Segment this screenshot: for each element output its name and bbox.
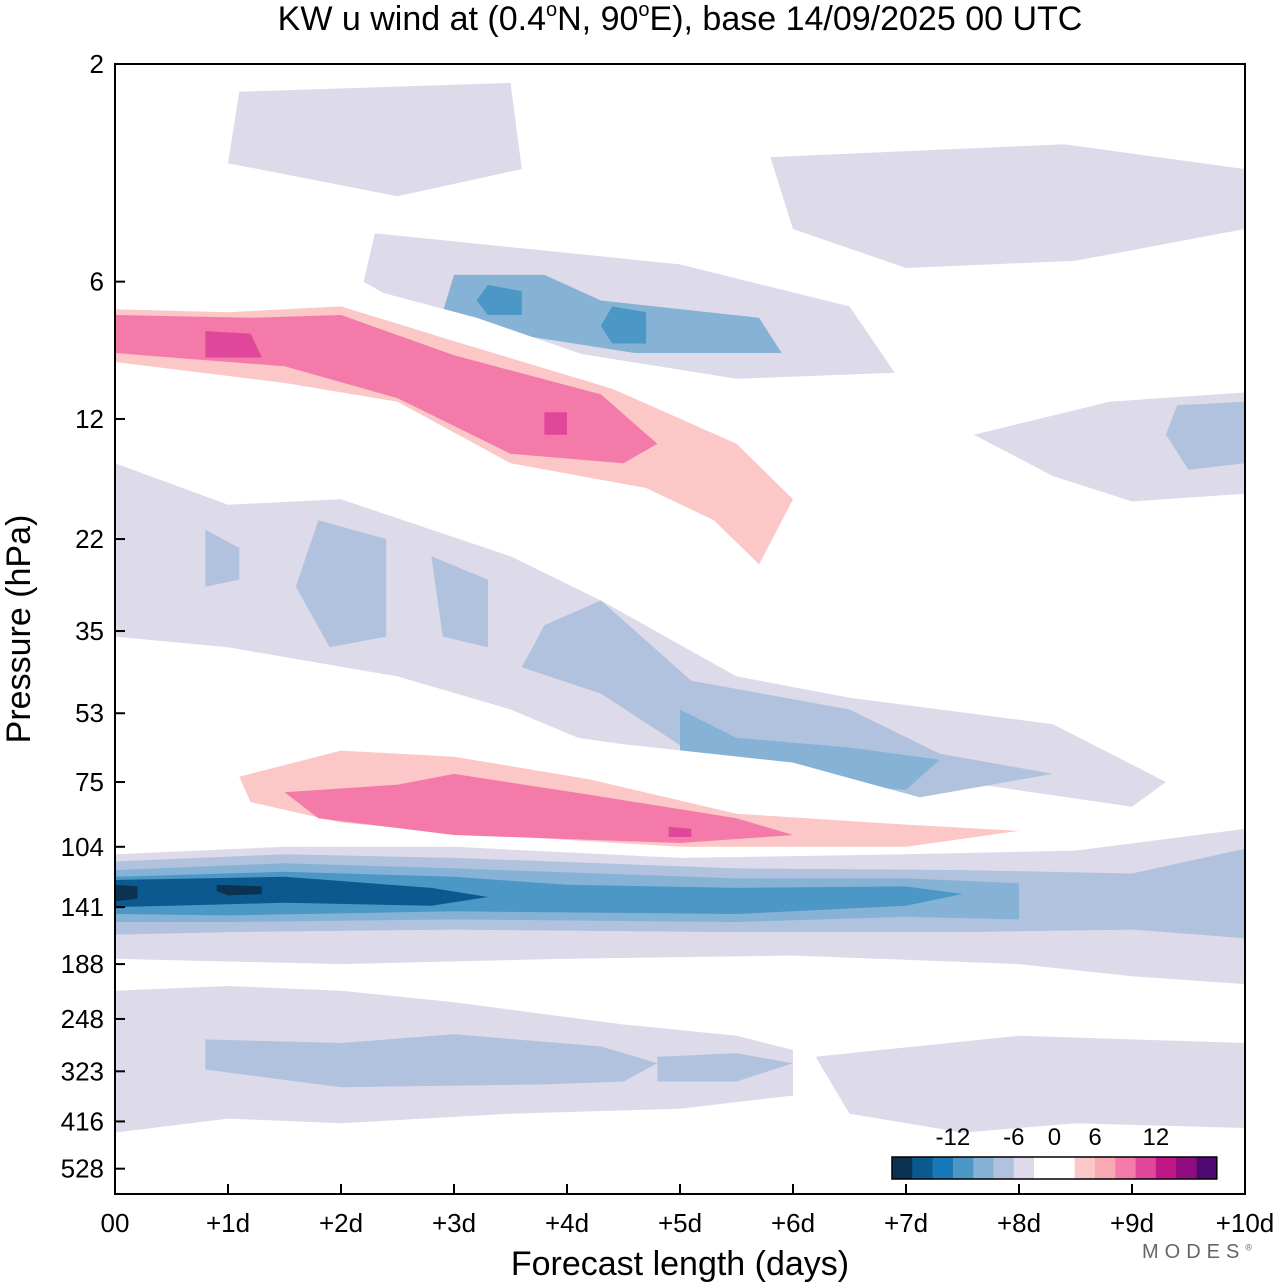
y-tick-label: 416: [61, 1106, 104, 1136]
wind-region-5: [600, 306, 647, 344]
y-tick-label: 248: [61, 1004, 104, 1034]
x-tick-label: +8d: [997, 1208, 1041, 1238]
colorbar-swatch: [1054, 1157, 1076, 1179]
y-tick-label: 104: [61, 832, 104, 862]
wind-region-6: [770, 144, 1245, 268]
chart-title-main: KW u wind at (0.4: [278, 0, 546, 38]
colorbar-label: -12: [936, 1124, 971, 1151]
colorbar-swatch: [1034, 1157, 1055, 1179]
x-axis-label: Forecast length (days): [511, 1245, 849, 1283]
colorbar-frame: [891, 1156, 1218, 1180]
chart-title-lat: N, 90: [557, 0, 638, 38]
colorbar-label: 0: [1048, 1124, 1061, 1151]
x-axis: 00 +1d +2d +3d +4d +5d +6d +7d +8d +9d +10d: [101, 1184, 1275, 1238]
y-tick-label: 188: [61, 949, 104, 979]
wind-region-13: [544, 412, 567, 435]
x-tick-label: +2d: [319, 1208, 363, 1238]
wind-region-33: [205, 1034, 658, 1088]
colorbar-legend: -12 -6 0 6 12: [891, 1124, 1218, 1180]
colorbar-swatch: [1013, 1157, 1035, 1179]
degree-mark-north: o: [546, 0, 557, 21]
y-tick-label: 6: [90, 267, 104, 297]
y-tick-label: 53: [75, 698, 104, 728]
wind-region-34: [657, 1053, 793, 1082]
y-axis: 2 6 12 22 35 53 75 104 141 188 248 323 416 528: [61, 49, 125, 1184]
wind-region-20: [1052, 607, 1245, 738]
colorbar-swatch: [973, 1157, 994, 1179]
wind-region-1: [228, 82, 522, 197]
y-tick-label: 141: [61, 892, 104, 922]
colorbar-swatch: [1074, 1157, 1096, 1179]
colorbar-label: 12: [1143, 1124, 1170, 1151]
wind-region-29: [115, 876, 488, 908]
wind-region-16: [205, 529, 240, 587]
modes-brand-logo: MODES®: [1142, 1241, 1252, 1263]
x-tick-label: +9d: [1110, 1208, 1154, 1238]
wind-region-18: [521, 600, 1053, 800]
y-tick-label: 528: [61, 1154, 104, 1184]
wind-region-12: [205, 331, 262, 358]
wind-region-17: [431, 556, 488, 648]
y-tick-label: 35: [75, 616, 104, 646]
colorbar-swatch: [1115, 1157, 1136, 1179]
chart-title: KW u wind at (0.4oN, 90oE), base 14/09/2…: [278, 0, 1083, 38]
colorbar-swatch: [1135, 1157, 1157, 1179]
wind-region-4: [476, 284, 522, 315]
colorbar-swatch: [892, 1157, 913, 1179]
wind-region-31: [216, 884, 262, 896]
y-tick-label: 75: [75, 767, 104, 797]
wind-region-8: [1165, 401, 1245, 470]
x-tick-label: +5d: [658, 1208, 702, 1238]
wind-region-23: [284, 773, 793, 843]
wind-region-24: [668, 826, 692, 837]
colorbar-swatch: [912, 1157, 933, 1179]
colorbar-swatch: [952, 1157, 974, 1179]
colorbar-label: -6: [1003, 1124, 1024, 1151]
y-tick-label: 22: [75, 524, 104, 554]
wind-region-30: [115, 884, 138, 902]
x-tick-label: +6d: [771, 1208, 815, 1238]
wind-region-15: [295, 520, 387, 648]
y-tick-label: 12: [75, 404, 104, 434]
colorbar-swatch: [1155, 1157, 1177, 1179]
chart-title-rest: E), base 14/09/2025 00 UTC: [650, 0, 1083, 38]
y-tick-label: 2: [90, 49, 104, 79]
colorbar-swatch: [1095, 1157, 1116, 1179]
colorbar-swatch: [932, 1157, 954, 1179]
wind-region-35: [815, 1035, 1245, 1133]
x-tick-label: +10d: [1216, 1208, 1275, 1238]
colorbar-label: 6: [1088, 1124, 1101, 1151]
y-tick-label: 323: [61, 1056, 104, 1086]
x-tick-label: +1d: [206, 1208, 250, 1238]
wind-region-10: [115, 306, 793, 565]
y-axis-label: Pressure (hPa): [0, 515, 38, 744]
colorbar-swatch: [993, 1157, 1015, 1179]
x-tick-label: +7d: [884, 1208, 928, 1238]
x-tick-label: +3d: [432, 1208, 476, 1238]
x-tick-label: 00: [101, 1208, 130, 1238]
x-tick-label: +4d: [545, 1208, 589, 1238]
colorbar-swatch: [1176, 1157, 1197, 1179]
degree-mark-east: o: [638, 0, 649, 21]
colorbar-swatch: [1196, 1157, 1218, 1179]
wind-field-layer: [115, 82, 1245, 1194]
